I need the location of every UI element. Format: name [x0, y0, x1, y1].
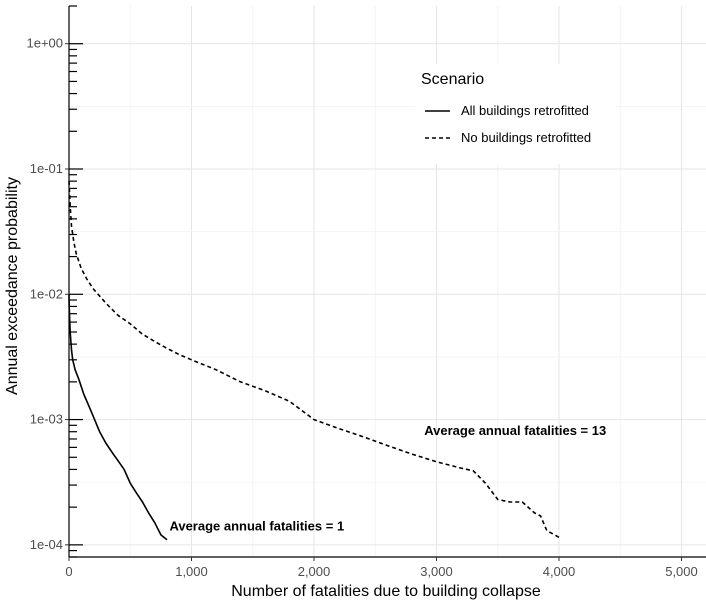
x-axis-title: Number of fatalities due to building col… — [231, 583, 541, 600]
x-tick-label: 4,000 — [543, 564, 576, 579]
x-tick-label: 2,000 — [298, 564, 331, 579]
x-tick-label: 3,000 — [420, 564, 453, 579]
legend-label-series-0: All buildings retrofitted — [461, 103, 589, 118]
x-tick-label: 0 — [65, 564, 72, 579]
legend-label-series-1: No buildings retrofitted — [461, 130, 591, 145]
y-axis-title: Annual exceedance probability — [4, 177, 21, 395]
x-tick-label: 1,000 — [175, 564, 208, 579]
y-tick-label: 1e+00 — [26, 36, 63, 51]
legend: Scenario All buildings retrofitted No bu… — [415, 64, 615, 164]
annotation-not-retrofitted: Average annual fatalities = 13 — [424, 423, 606, 438]
x-tick-label: 5,000 — [665, 564, 698, 579]
axes — [65, 5, 706, 561]
y-tick-label: 1e-04 — [30, 537, 63, 552]
series-line-1 — [68, 181, 560, 539]
legend-title: Scenario — [421, 71, 484, 88]
annotation-retrofitted: Average annual fatalities = 1 — [169, 519, 344, 534]
y-tick-label: 1e-03 — [30, 412, 63, 427]
tick-labels: 0 1,000 2,000 3,000 4,000 5,000 1e+00 1e-01 1e-0… — [26, 36, 697, 579]
y-tick-label: 1e-02 — [30, 286, 63, 301]
legend-background — [415, 64, 615, 164]
y-tick-label: 1e-01 — [30, 161, 63, 176]
